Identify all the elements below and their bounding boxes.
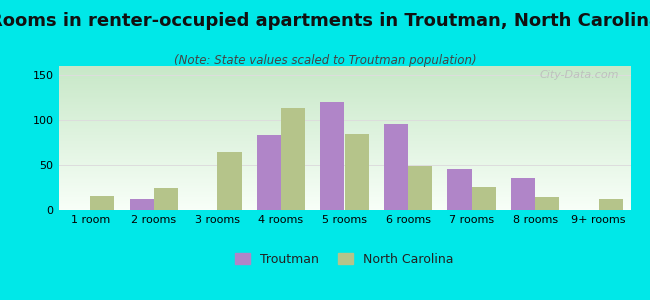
Bar xyxy=(344,134,369,210)
Bar xyxy=(320,102,344,210)
Bar xyxy=(472,187,496,210)
Bar xyxy=(90,196,114,210)
Bar xyxy=(281,108,305,210)
Bar xyxy=(408,166,432,210)
Text: Rooms in renter-occupied apartments in Troutman, North Carolina: Rooms in renter-occupied apartments in T… xyxy=(0,12,650,30)
Bar xyxy=(535,197,559,210)
Bar xyxy=(511,178,535,210)
Text: (Note: State values scaled to Troutman population): (Note: State values scaled to Troutman p… xyxy=(174,54,476,67)
Bar xyxy=(599,199,623,210)
Bar xyxy=(154,188,178,210)
Text: City-Data.com: City-Data.com xyxy=(540,70,619,80)
Legend: Troutman, North Carolina: Troutman, North Carolina xyxy=(231,248,458,271)
Bar xyxy=(130,199,154,210)
Bar xyxy=(217,152,242,210)
Bar xyxy=(384,124,408,210)
Bar xyxy=(257,135,281,210)
Bar xyxy=(447,169,472,210)
